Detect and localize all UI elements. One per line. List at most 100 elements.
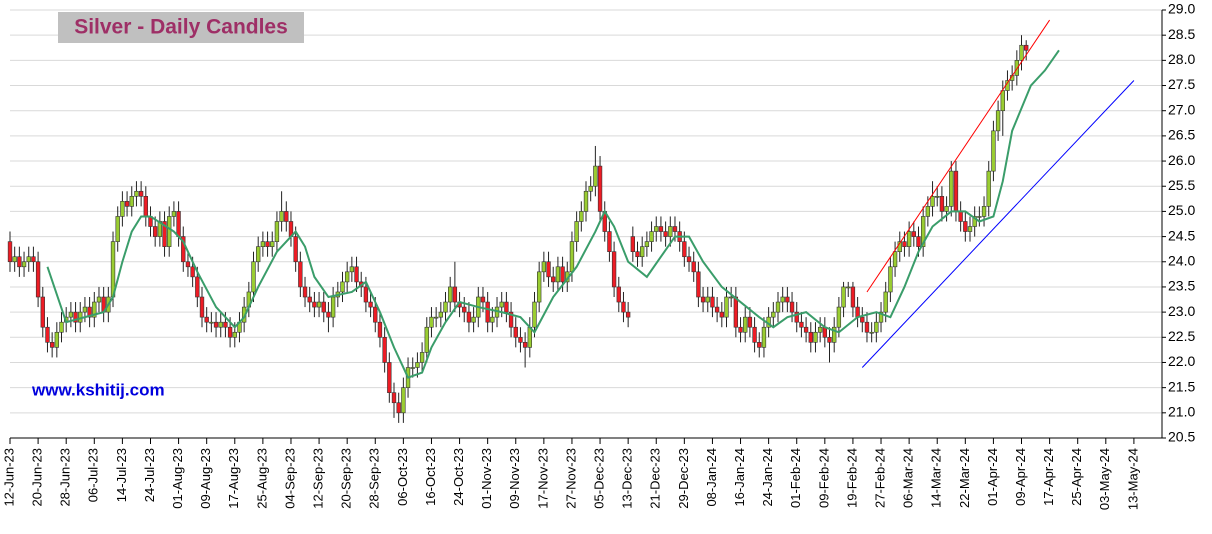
candle-body [995, 110, 1001, 132]
candle-body [265, 241, 270, 247]
candle-body [387, 362, 392, 393]
candle-body [644, 241, 650, 247]
chart-title: Silver - Daily Candles [74, 16, 288, 39]
candle-body [471, 316, 476, 323]
plot-area [7, 19, 1135, 423]
candle-body [878, 311, 884, 323]
moving-average-line [46, 49, 1060, 379]
candle-body [363, 286, 369, 303]
y-tick-label: 21.5 [1168, 378, 1195, 394]
candle-body [293, 236, 298, 263]
candle-body [869, 331, 874, 334]
candle-body [972, 216, 977, 227]
candle-body [433, 316, 439, 319]
candle-body [349, 266, 355, 273]
candle-body [555, 266, 561, 283]
candle-body [827, 336, 832, 343]
candle-body [256, 246, 261, 263]
candle-body [171, 211, 177, 217]
candle-body [654, 226, 659, 232]
candle-body [480, 296, 486, 303]
candle-body [541, 261, 547, 273]
candle-body [935, 196, 940, 198]
candle-body [892, 251, 898, 268]
candle-body [728, 296, 734, 299]
candle-body [743, 316, 748, 333]
x-tick-label: 25-Apr-24 [1069, 448, 1084, 506]
candle-body [368, 301, 373, 308]
candle-body [49, 342, 55, 348]
x-tick-label: 16-Jan-24 [732, 448, 747, 507]
candle-body [82, 306, 88, 313]
candle-body [588, 185, 593, 192]
candle-body [316, 301, 322, 308]
candle-body [190, 266, 195, 278]
candle-body [396, 402, 401, 414]
candle-body [429, 316, 434, 328]
candle-body [340, 281, 345, 293]
candle-body [185, 261, 191, 268]
candle-body [546, 261, 551, 278]
x-tick-label: 12-Sep-23 [311, 448, 326, 509]
candle-body [1024, 44, 1029, 51]
candle-body [298, 261, 303, 288]
x-tick-label: 01-Nov-23 [479, 448, 494, 509]
candle-body [607, 231, 612, 252]
candle-body [21, 261, 27, 268]
axes: 20.5 21.0 21.5 22.0 22.5 23.0 23.5 24.0 24.5 25.0… [1, 1, 1195, 510]
candle-body [705, 296, 710, 303]
candle-body [213, 321, 219, 328]
y-tick-label: 26.0 [1168, 152, 1195, 168]
x-tick-label: 28-Sep-23 [367, 448, 382, 509]
x-tick-label: 17-Nov-23 [535, 448, 550, 509]
candle-body [593, 165, 598, 187]
x-tick-label: 05-Dec-23 [591, 448, 606, 509]
candle-body [199, 296, 205, 318]
candle-body [438, 311, 444, 318]
candle-body [846, 286, 851, 289]
candle-body [649, 231, 654, 242]
y-tick-label: 27.5 [1168, 76, 1195, 92]
candle-body [504, 301, 509, 313]
title-box [58, 12, 304, 43]
candle-body [944, 206, 949, 212]
candle-body [850, 286, 856, 308]
candle-body [321, 301, 326, 313]
candle-body [443, 301, 448, 313]
candle-body [270, 241, 275, 247]
trend-line [861, 80, 1135, 368]
candle-body [532, 301, 537, 328]
y-tick-label: 24.0 [1168, 252, 1195, 268]
candle-body [611, 251, 617, 288]
x-tick-label: 20-Sep-23 [339, 448, 354, 509]
trend-line [866, 19, 1051, 293]
x-tick-label: 21-Dec-23 [648, 448, 663, 509]
y-tick-label: 20.5 [1168, 429, 1195, 445]
candle-body [949, 170, 954, 207]
candle-body [134, 190, 139, 197]
y-tick-label: 23.5 [1168, 278, 1195, 294]
x-tick-label: 13-May-24 [1125, 448, 1140, 510]
candle-body [621, 301, 626, 313]
candle-body [953, 170, 959, 212]
x-tick-label: 12-Jun-23 [1, 448, 16, 507]
candle-body [799, 321, 804, 328]
y-tick-label: 25.5 [1168, 177, 1195, 193]
candle-body [40, 296, 45, 328]
candle-body [485, 301, 490, 323]
candle-body [120, 201, 125, 217]
y-tick-label: 23.0 [1168, 303, 1195, 319]
candle-body [916, 236, 921, 247]
candle-body [836, 306, 842, 328]
candle-body [967, 226, 973, 232]
y-tick-label: 27.0 [1168, 101, 1195, 117]
candle-body [700, 296, 706, 303]
candle-body [906, 231, 912, 247]
candle-body [574, 221, 579, 242]
candle-body [466, 311, 472, 323]
candle-body [73, 311, 78, 323]
candle-body [279, 211, 284, 222]
y-tick-label: 28.5 [1168, 26, 1195, 42]
